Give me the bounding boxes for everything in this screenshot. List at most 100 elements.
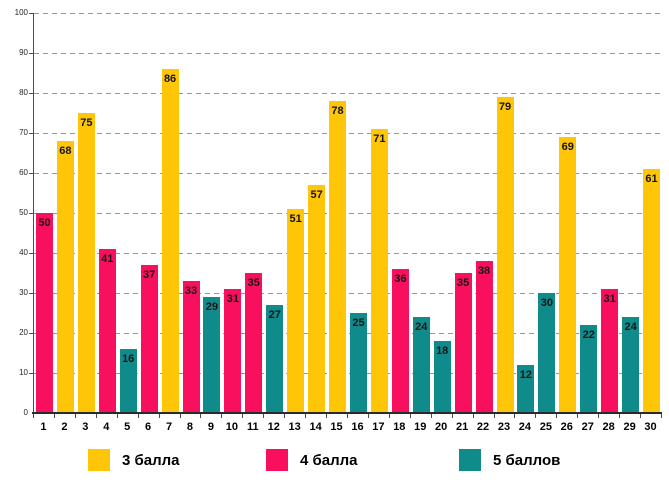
plot-area: 50 68 75 41 16 37 86 33 29 31 35 27 51 57 78 25 71 36 24 18… — [33, 13, 662, 413]
bar-value-label-7: 86 — [163, 73, 177, 85]
x-tick-label-2: 2 — [61, 421, 68, 433]
x-tick-mark-24 — [535, 414, 537, 418]
x-tick-label-6: 6 — [145, 421, 152, 433]
bar-3: 75 — [77, 113, 95, 413]
x-tick-label-11: 11 — [246, 421, 259, 433]
bar-23: 79 — [496, 97, 514, 413]
x-tick-mark-8 — [200, 414, 202, 418]
gridline-20 — [34, 333, 662, 334]
y-tick-60 — [29, 173, 33, 174]
y-tick-label-30: 30 — [19, 288, 28, 297]
gridline-40 — [34, 253, 662, 254]
bar-value-label-3: 75 — [80, 117, 93, 129]
bar-value-label-25: 30 — [540, 297, 553, 309]
bar-19: 24 — [412, 317, 430, 413]
bar-21: 35 — [454, 273, 472, 413]
x-tick-mark-2 — [74, 414, 76, 418]
bar-value-label-21: 35 — [457, 277, 470, 289]
legend-item-2: 4 балла — [266, 448, 358, 472]
y-tick-label-100: 100 — [14, 8, 28, 17]
bar-14: 57 — [308, 185, 326, 413]
x-tick-label-7: 7 — [165, 421, 173, 433]
x-tick-mark-18 — [409, 414, 411, 418]
x-tick-mark-4 — [116, 414, 118, 418]
x-tick-label-16: 16 — [351, 421, 364, 433]
x-tick-mark-29 — [640, 414, 642, 418]
y-tick-label-60: 60 — [19, 168, 28, 177]
y-tick-40 — [29, 253, 33, 254]
gridline-70 — [34, 133, 662, 134]
bar-13: 51 — [287, 209, 305, 413]
bar-7: 86 — [161, 69, 179, 413]
x-tick-mark-25 — [556, 414, 558, 418]
x-tick-label-23: 23 — [497, 421, 511, 433]
bar-value-label-26: 69 — [561, 141, 574, 153]
x-tick-label-9: 9 — [207, 421, 214, 433]
x-tick-mark-28 — [619, 414, 621, 418]
x-tick-mark-13 — [305, 414, 307, 418]
x-tick-mark-7 — [179, 414, 181, 418]
bar-value-label-23: 79 — [498, 101, 512, 113]
x-tick-label-26: 26 — [560, 421, 573, 433]
bar-value-label-15: 78 — [331, 105, 344, 117]
bar-9: 29 — [203, 297, 221, 413]
legend-swatch-1 — [88, 449, 110, 471]
x-tick-mark-27 — [598, 414, 600, 418]
x-tick-mark-26 — [577, 414, 579, 418]
x-tick-mark-17 — [388, 414, 390, 418]
x-tick-label-27: 27 — [581, 421, 594, 433]
x-tick-label-19: 19 — [414, 421, 427, 433]
bar-30: 61 — [643, 169, 661, 413]
bar-value-label-5: 16 — [122, 353, 135, 365]
x-tick-label-21: 21 — [455, 421, 469, 433]
bar-26: 69 — [559, 137, 577, 413]
x-tick-label-22: 22 — [476, 421, 490, 433]
gridline-90 — [34, 53, 662, 54]
x-tick-label-8: 8 — [186, 421, 194, 433]
bar-value-label-12: 27 — [268, 309, 281, 321]
x-tick-label-20: 20 — [435, 421, 448, 433]
bar-24: 12 — [517, 365, 535, 413]
x-tick-mark-11 — [263, 414, 265, 418]
bar-value-label-22: 38 — [477, 265, 491, 277]
bar-2: 68 — [56, 141, 74, 413]
x-tick-label-24: 24 — [518, 421, 532, 433]
x-tick-mark-23 — [514, 414, 516, 418]
bar-value-label-27: 22 — [582, 329, 595, 341]
bar-value-label-18: 36 — [394, 273, 407, 285]
x-tick-mark-9 — [221, 414, 223, 418]
x-tick-label-18: 18 — [393, 421, 406, 433]
bar-12: 27 — [266, 305, 284, 413]
x-tick-mark-20 — [451, 414, 453, 418]
y-tick-label-40: 40 — [19, 248, 28, 257]
bar-value-label-10: 31 — [226, 293, 239, 305]
x-tick-mark-14 — [326, 414, 328, 418]
x-tick-label-3: 3 — [82, 421, 89, 433]
bar-4: 41 — [98, 249, 116, 413]
x-tick-label-14: 14 — [309, 421, 322, 433]
bar-6: 37 — [140, 265, 158, 413]
gridline-100 — [34, 13, 662, 14]
bar-value-label-30: 61 — [645, 173, 658, 185]
x-tick-mark-6 — [158, 414, 160, 418]
x-tick-label-4: 4 — [103, 421, 110, 433]
gridline-80 — [34, 93, 662, 94]
bar-value-label-9: 29 — [205, 301, 219, 313]
bar-value-label-29: 24 — [624, 321, 637, 333]
gridline-30 — [34, 293, 662, 294]
y-tick-10 — [29, 373, 33, 374]
bar-value-label-17: 71 — [373, 133, 386, 145]
x-tick-label-12: 12 — [267, 421, 280, 433]
y-tick-80 — [29, 93, 33, 94]
x-tick-mark-30 — [661, 414, 662, 418]
bar-value-label-8: 33 — [184, 285, 198, 297]
bar-22: 38 — [475, 261, 493, 413]
x-tick-mark-3 — [95, 414, 97, 418]
x-tick-mark-1 — [53, 414, 55, 418]
y-tick-label-90: 90 — [19, 48, 28, 57]
x-tick-label-28: 28 — [602, 421, 615, 433]
bar-value-label-2: 68 — [59, 145, 72, 157]
bar-value-label-24: 12 — [519, 369, 533, 381]
x-tick-label-10: 10 — [225, 421, 238, 433]
